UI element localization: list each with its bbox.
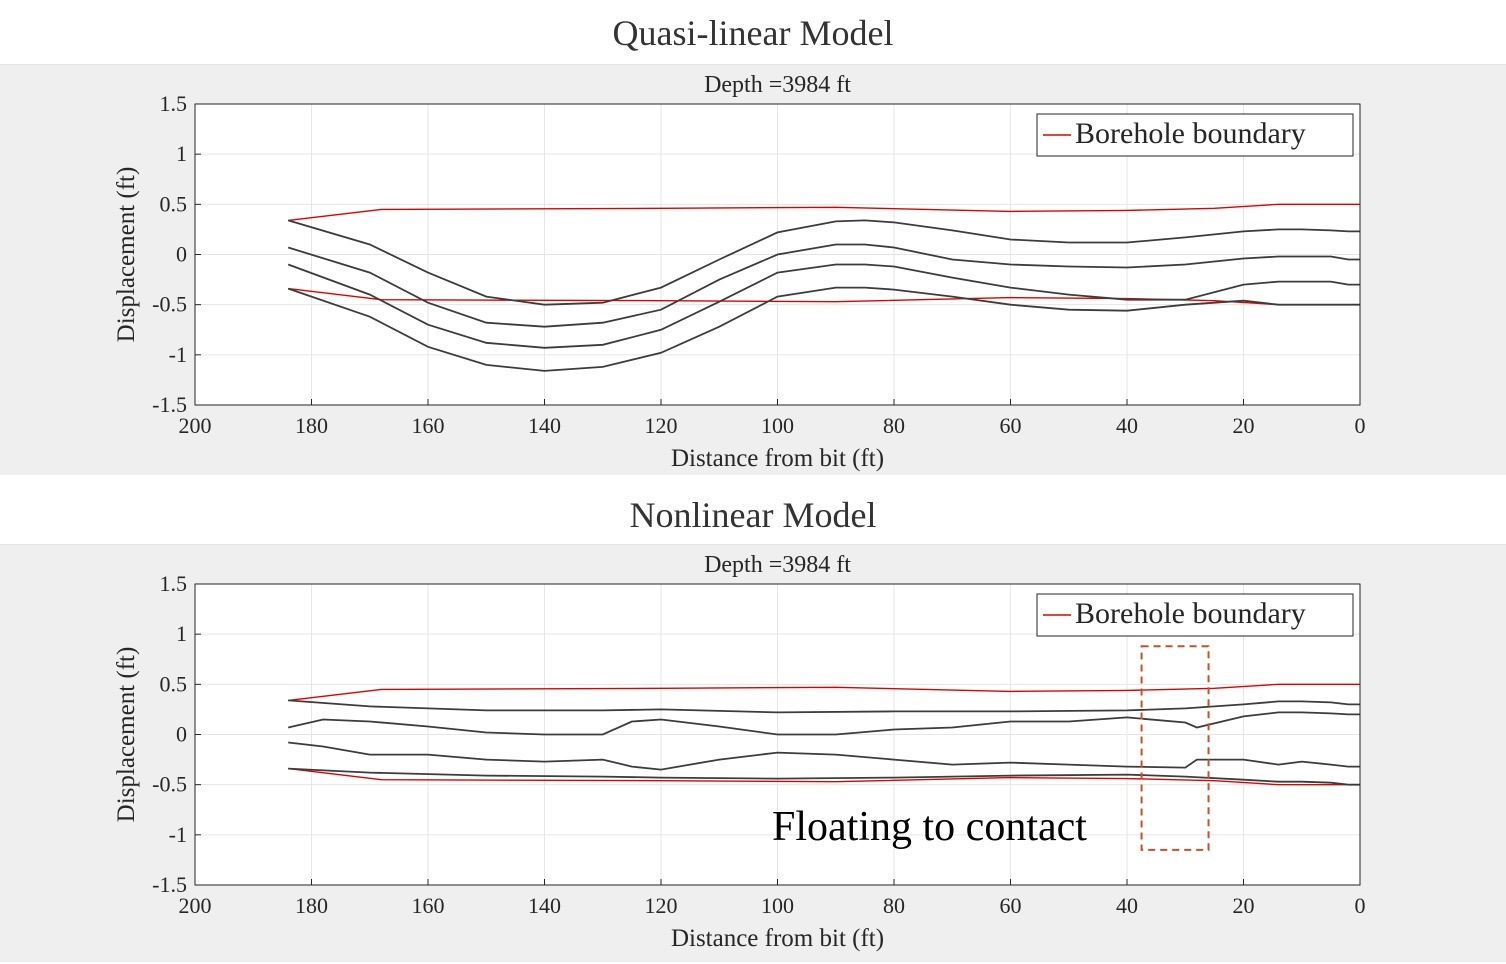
y-tick-label: 0.5 bbox=[160, 671, 188, 696]
y-axis-label: Displacement (ft) bbox=[113, 167, 140, 343]
x-tick-label: 160 bbox=[412, 893, 445, 918]
drillstring-line bbox=[287, 286, 1360, 372]
borehole-boundary-line bbox=[288, 767, 1360, 786]
axes-box bbox=[194, 103, 1361, 406]
x-tick-label: 140 bbox=[528, 893, 561, 918]
y-tick-label: 1.5 bbox=[160, 571, 188, 596]
drillstring-line bbox=[288, 767, 1360, 786]
y-tick-label: -1 bbox=[169, 342, 187, 367]
y-tick-label: 0 bbox=[176, 242, 187, 267]
x-tick-label: 140 bbox=[528, 413, 561, 438]
x-tick-label: 180 bbox=[295, 413, 328, 438]
y-tick-label: -1.5 bbox=[152, 872, 187, 897]
chart-quasi-linear: Depth =3984 ft 200 180 160 140 120 100 80 60 40 20… bbox=[0, 64, 1506, 475]
drillstring-line bbox=[287, 263, 1360, 349]
x-tick-label: 80 bbox=[883, 893, 905, 918]
legend-label: Borehole boundary bbox=[1075, 597, 1306, 630]
x-tick-label: 200 bbox=[179, 893, 212, 918]
y-tick-label: -1 bbox=[169, 822, 187, 847]
annotation-floating-to-contact: Floating to contact bbox=[772, 804, 1087, 850]
legend-box bbox=[1036, 593, 1354, 637]
drillstring-line bbox=[288, 699, 1360, 714]
y-tick-label: -0.5 bbox=[152, 292, 187, 317]
x-tick-label: 60 bbox=[1000, 893, 1022, 918]
y-tick-label: -0.5 bbox=[152, 772, 187, 797]
y-tick-label: 1 bbox=[176, 621, 187, 646]
x-axis-label: Distance from bit (ft) bbox=[671, 445, 884, 472]
drillstring-line bbox=[287, 243, 1360, 328]
x-tick-label: 120 bbox=[645, 413, 678, 438]
y-tick-label: 1 bbox=[176, 141, 187, 166]
x-tick-label: 20 bbox=[1233, 413, 1255, 438]
drillstring-line bbox=[287, 219, 1360, 306]
y-tick-label: -1.5 bbox=[152, 392, 187, 417]
borehole-boundary-line bbox=[288, 203, 1360, 222]
x-tick-label: 200 bbox=[179, 413, 212, 438]
x-tick-label: 160 bbox=[412, 413, 445, 438]
chart-nonlinear: Depth =3984 ft 200 180 160 140 120 100 80 60 40 20… bbox=[0, 544, 1506, 962]
y-tick-label: 0 bbox=[176, 722, 187, 747]
drillstring-line bbox=[287, 711, 1360, 736]
y-tick-label: 1.5 bbox=[160, 91, 188, 116]
x-tick-label: 0 bbox=[1355, 413, 1366, 438]
legend-label: Borehole boundary bbox=[1075, 117, 1306, 150]
y-tick-label: 0.5 bbox=[160, 191, 188, 216]
x-tick-label: 100 bbox=[761, 413, 794, 438]
x-tick-label: 60 bbox=[1000, 413, 1022, 438]
x-tick-label: 180 bbox=[295, 893, 328, 918]
x-tick-label: 120 bbox=[645, 893, 678, 918]
legend-box bbox=[1036, 113, 1354, 157]
panel-title: Quasi-linear Model bbox=[612, 13, 894, 53]
borehole-boundary-line bbox=[288, 287, 1360, 306]
chart-title: Depth =3984 ft bbox=[704, 552, 851, 578]
x-tick-label: 80 bbox=[883, 413, 905, 438]
legend: Borehole boundary bbox=[1036, 113, 1354, 157]
y-axis-label: Displacement (ft) bbox=[113, 647, 140, 823]
legend: Borehole boundary bbox=[1036, 593, 1354, 637]
x-tick-label: 100 bbox=[761, 893, 794, 918]
drillstring-line bbox=[288, 741, 1360, 771]
x-axis-label: Distance from bit (ft) bbox=[671, 925, 884, 952]
x-tick-label: 0 bbox=[1355, 893, 1366, 918]
axes-box bbox=[194, 583, 1361, 886]
highlight-box bbox=[1140, 645, 1210, 851]
panel-title: Nonlinear Model bbox=[629, 495, 877, 535]
borehole-boundary-line bbox=[288, 683, 1360, 702]
x-tick-label: 40 bbox=[1116, 893, 1138, 918]
x-tick-label: 40 bbox=[1116, 413, 1138, 438]
x-tick-label: 20 bbox=[1233, 893, 1255, 918]
chart-title: Depth =3984 ft bbox=[704, 72, 851, 98]
